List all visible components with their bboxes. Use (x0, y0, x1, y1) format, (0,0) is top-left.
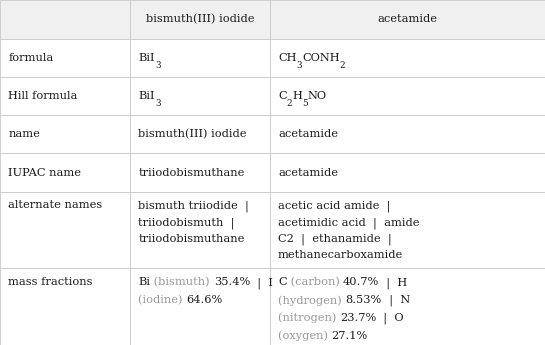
Bar (270, 153, 545, 192)
Bar (0, 77, 130, 115)
Bar (0, 0, 130, 39)
Text: 8.53%: 8.53% (346, 295, 382, 305)
Text: 40.7%: 40.7% (343, 277, 379, 287)
Text: 2: 2 (287, 99, 292, 108)
Bar (0, 268, 130, 345)
Text: 35.4%: 35.4% (214, 277, 250, 287)
Bar (270, 192, 545, 268)
Text: triiodobismuthane: triiodobismuthane (138, 234, 245, 244)
Bar (130, 77, 270, 115)
Text: CONH: CONH (302, 53, 340, 63)
Text: C2  |  ethanamide  |: C2 | ethanamide | (278, 234, 392, 245)
Text: (iodine): (iodine) (138, 295, 186, 305)
Bar (130, 192, 270, 268)
Text: name: name (8, 129, 40, 139)
Bar (0, 115, 130, 153)
Bar (270, 115, 545, 153)
Text: triiodobismuth  |: triiodobismuth | (138, 217, 235, 228)
Text: acetimidic acid  |  amide: acetimidic acid | amide (278, 217, 420, 228)
Bar (130, 268, 270, 345)
Text: 27.1%: 27.1% (331, 331, 368, 341)
Text: acetamide: acetamide (377, 14, 438, 24)
Text: CH: CH (278, 53, 296, 63)
Text: acetic acid amide  |: acetic acid amide | (278, 200, 390, 212)
Text: 3: 3 (296, 61, 302, 70)
Text: formula: formula (8, 53, 53, 63)
Text: Bi: Bi (138, 277, 150, 287)
Bar (0, 39, 130, 77)
Text: |  O: | O (376, 313, 404, 324)
Bar (270, 77, 545, 115)
Text: bismuth(III) iodide: bismuth(III) iodide (138, 129, 247, 139)
Text: methanecarboxamide: methanecarboxamide (278, 250, 403, 260)
Bar (0, 192, 130, 268)
Text: BiI: BiI (138, 53, 155, 63)
Bar (130, 153, 270, 192)
Text: BiI: BiI (138, 91, 155, 101)
Text: bismuth triiodide  |: bismuth triiodide | (138, 200, 249, 212)
Bar (0, 153, 130, 192)
Text: triiodobismuthane: triiodobismuthane (138, 168, 245, 177)
Bar (130, 39, 270, 77)
Text: 5: 5 (302, 99, 308, 108)
Text: 23.7%: 23.7% (340, 313, 376, 323)
Text: 3: 3 (155, 99, 161, 108)
Text: acetamide: acetamide (278, 168, 338, 177)
Text: |  N: | N (382, 295, 410, 306)
Bar (130, 115, 270, 153)
Text: (nitrogen): (nitrogen) (278, 313, 340, 324)
Text: 3: 3 (155, 61, 161, 70)
Text: 2: 2 (340, 61, 346, 70)
Text: IUPAC name: IUPAC name (8, 168, 81, 177)
Text: Hill formula: Hill formula (8, 91, 77, 101)
Text: acetamide: acetamide (278, 129, 338, 139)
Bar (270, 0, 545, 39)
Text: (oxygen): (oxygen) (278, 331, 331, 342)
Text: bismuth(III) iodide: bismuth(III) iodide (146, 14, 255, 24)
Text: |  H: | H (379, 277, 408, 288)
Bar (270, 39, 545, 77)
Text: alternate names: alternate names (8, 200, 102, 210)
Text: H: H (292, 91, 302, 101)
Text: NO: NO (308, 91, 327, 101)
Text: (hydrogen): (hydrogen) (278, 295, 346, 306)
Text: (bismuth): (bismuth) (150, 277, 214, 287)
Text: C: C (278, 277, 287, 287)
Text: |  I: | I (250, 277, 273, 288)
Bar (130, 0, 270, 39)
Text: 64.6%: 64.6% (186, 295, 223, 305)
Text: (carbon): (carbon) (287, 277, 343, 287)
Text: C: C (278, 91, 287, 101)
Bar (270, 268, 545, 345)
Text: mass fractions: mass fractions (8, 277, 93, 287)
